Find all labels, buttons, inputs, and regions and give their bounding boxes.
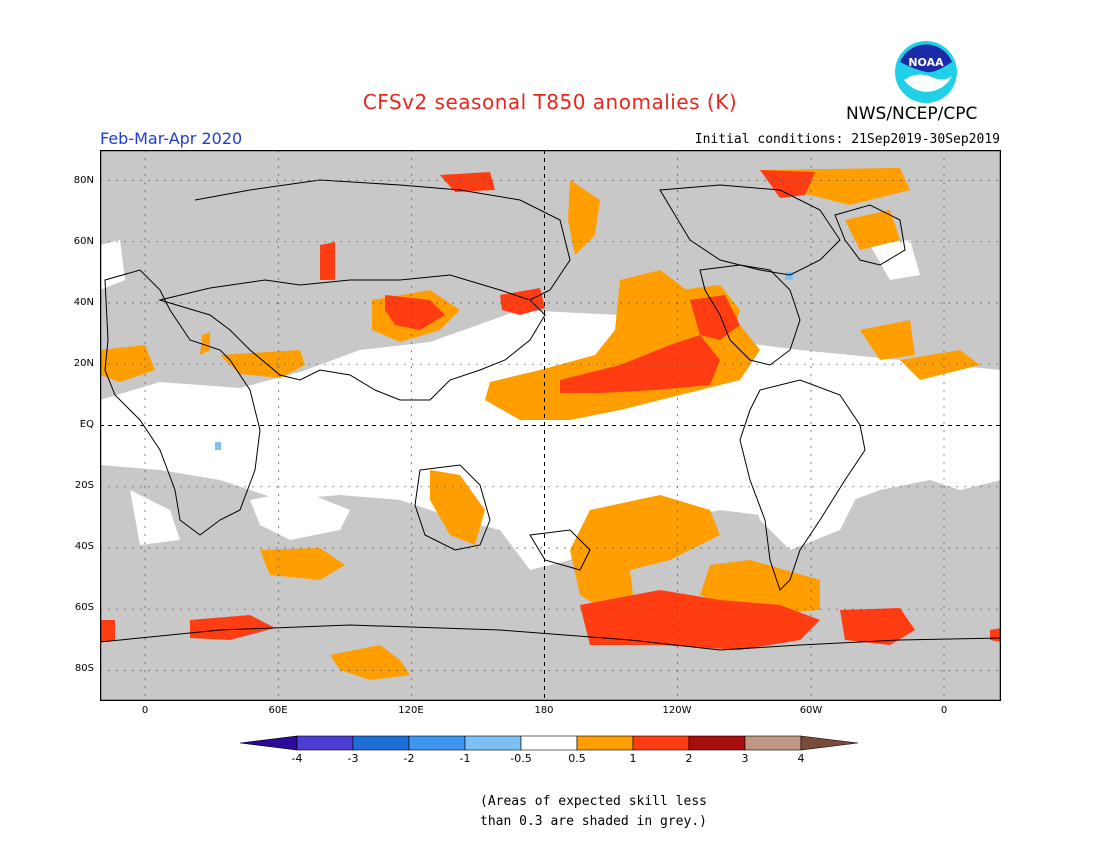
colorbar-label: -2 xyxy=(403,752,415,765)
map-title: CFSv2 seasonal T850 anomalies (K) xyxy=(362,90,738,114)
lon-label: 0 xyxy=(940,705,948,716)
colorbar-label: -4 xyxy=(291,752,303,765)
colorbar-cell xyxy=(464,735,522,751)
anomaly-map xyxy=(100,150,1001,701)
colorbar-label: -3 xyxy=(347,752,359,765)
colorbar-cell xyxy=(240,735,298,751)
colorbar-label: 3 xyxy=(741,752,749,765)
agency-label: NWS/NCEP/CPC xyxy=(846,104,978,124)
footnote-line: (Areas of expected skill less xyxy=(480,794,707,809)
logo-text: NOAA xyxy=(908,56,944,69)
colorbar-cell xyxy=(800,735,859,751)
footnote-line: than 0.3 are shaded in grey.) xyxy=(480,814,707,829)
noaa-logo: NOAA xyxy=(895,41,957,103)
colorbar-cell xyxy=(520,735,578,751)
lat-label: 80S xyxy=(74,663,94,674)
colorbar-cell xyxy=(632,735,690,751)
lat-label: 80N xyxy=(73,175,94,186)
colorbar-cell xyxy=(576,735,634,751)
lon-label: 60E xyxy=(268,705,288,716)
colorbar-label: 4 xyxy=(797,752,805,765)
colorbar-cell xyxy=(296,735,354,751)
skill-footnote: (Areas of expected skill less than 0.3 a… xyxy=(480,792,707,832)
colorbar xyxy=(240,735,859,751)
anomaly-regions-1-2 xyxy=(100,170,1001,650)
map-frame xyxy=(100,150,1001,701)
lat-label: EQ xyxy=(79,419,94,430)
colorbar-label: -0.5 xyxy=(510,752,532,765)
lon-label: 0 xyxy=(141,705,149,716)
colorbar-label: -1 xyxy=(459,752,471,765)
initial-conditions-label: Initial conditions: 21Sep2019-30Sep2019 xyxy=(694,132,1000,147)
colorbar-label: 0.5 xyxy=(568,752,586,765)
colorbar-cell xyxy=(744,735,802,751)
lat-label: 20S xyxy=(74,480,94,491)
colorbar-label: 2 xyxy=(685,752,693,765)
lat-label: 60N xyxy=(73,236,94,247)
season-label: Feb-Mar-Apr 2020 xyxy=(100,129,243,148)
colorbar-cell xyxy=(688,735,746,751)
colorbar-label: 1 xyxy=(629,752,637,765)
lat-label: 60S xyxy=(74,602,94,613)
colorbar-cell xyxy=(408,735,466,751)
lat-label: 40S xyxy=(74,541,94,552)
reference-lines xyxy=(100,150,1001,701)
lon-label: 60W xyxy=(799,705,823,716)
neutral-regions xyxy=(100,240,1001,570)
lat-label: 20N xyxy=(73,358,94,369)
lon-label: 180 xyxy=(534,705,554,716)
colorbar-cell xyxy=(352,735,410,751)
lat-label: 40N xyxy=(73,297,94,308)
lon-label: 120W xyxy=(662,705,692,716)
anomaly-regions-neg-05-1 xyxy=(215,272,793,450)
lon-label: 120E xyxy=(398,705,424,716)
coastlines xyxy=(100,179,1001,651)
